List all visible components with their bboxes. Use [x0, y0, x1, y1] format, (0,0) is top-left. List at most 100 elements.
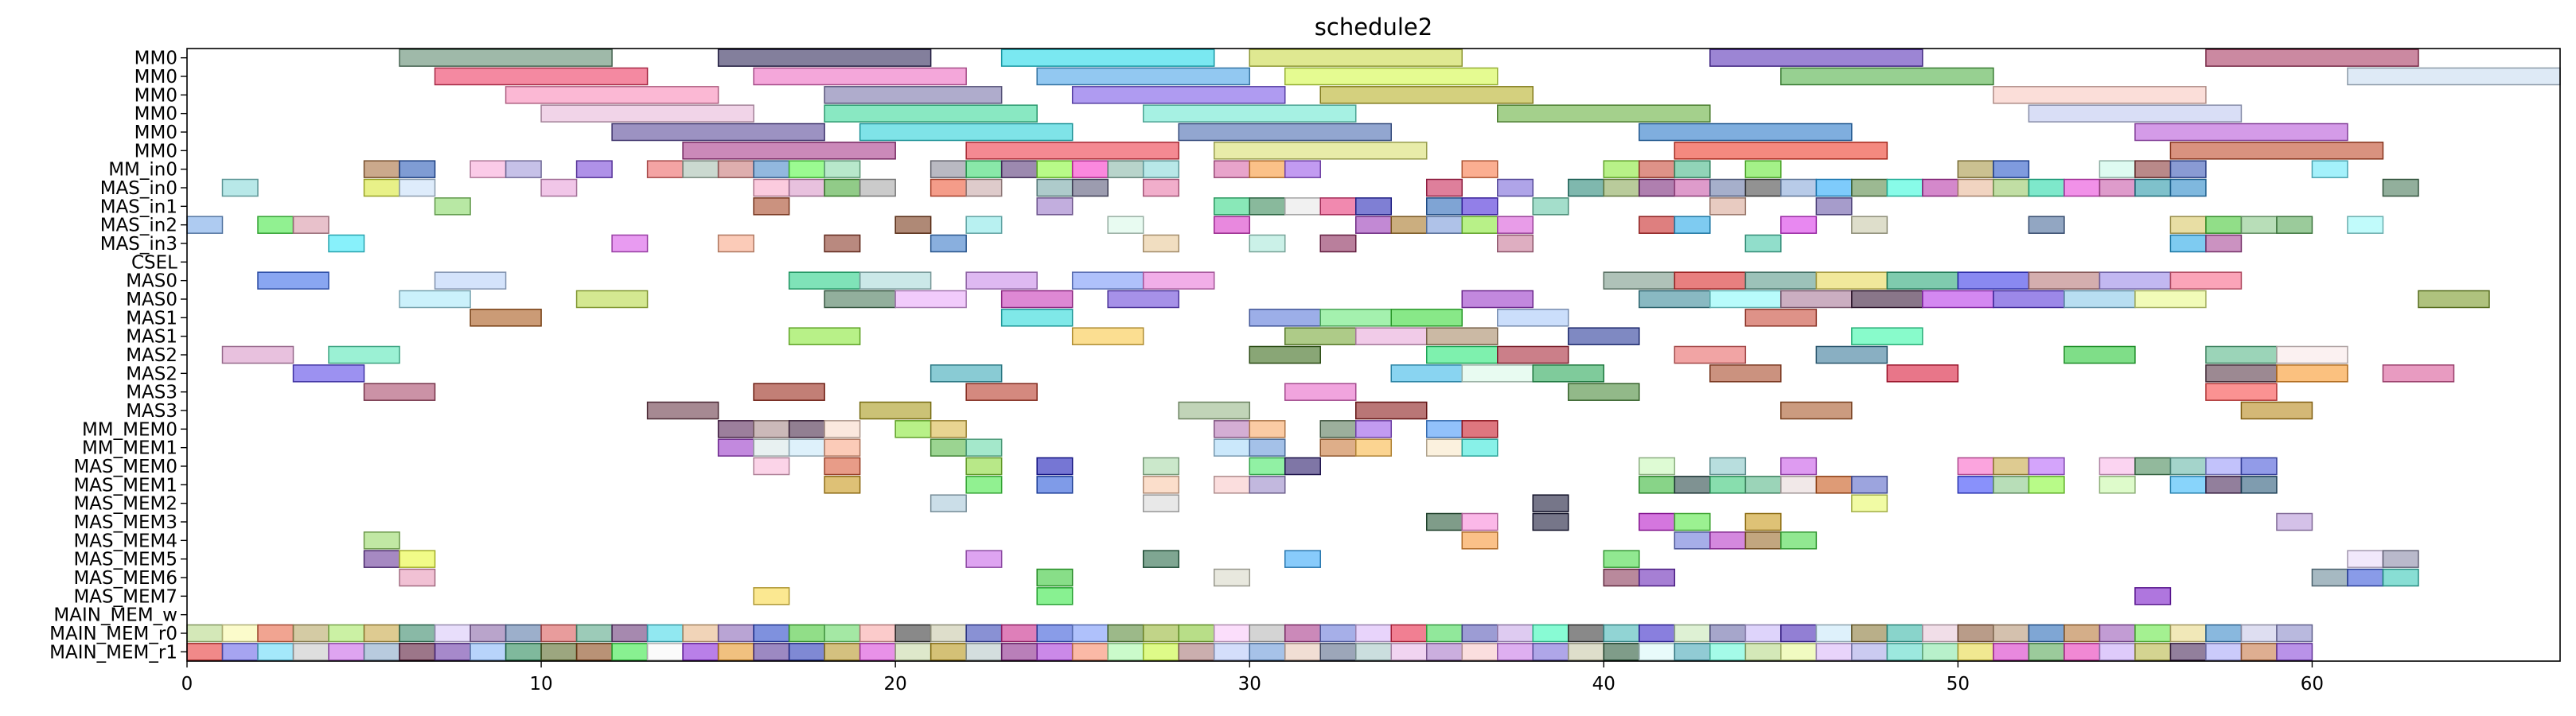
task-bar [2418, 290, 2490, 309]
task-bar [2205, 643, 2243, 661]
task-bar [1603, 550, 1640, 568]
task-bar [2169, 160, 2207, 178]
task-bar [1744, 178, 1782, 197]
task-bar [1426, 420, 1463, 438]
task-bar [1993, 457, 2030, 476]
task-bar [434, 67, 649, 86]
task-bar [2028, 476, 2065, 494]
task-bar [1461, 420, 1498, 438]
task-bar [2205, 383, 2278, 401]
task-bar [753, 178, 790, 197]
task-bar [2169, 271, 2243, 290]
task-bar [1780, 216, 1818, 234]
task-bar [2205, 345, 2278, 364]
task-bar [292, 624, 329, 643]
task-bar [1319, 234, 1357, 253]
task-bar [1851, 290, 1923, 309]
task-bar [540, 643, 578, 661]
task-bar [434, 624, 471, 643]
task-bar [292, 364, 365, 383]
task-bar [1993, 290, 2065, 309]
task-bar [753, 383, 825, 401]
task-bar [221, 624, 259, 643]
task-bar [2134, 160, 2172, 178]
task-bar [363, 643, 400, 661]
task-bar [2382, 364, 2455, 383]
task-bar [1674, 160, 1711, 178]
task-bar [1993, 643, 2030, 661]
task-bar [2311, 160, 2348, 178]
task-bar [1000, 309, 1074, 327]
task-bar [1568, 178, 1605, 197]
y-tick-label: MM_MEM1 [82, 438, 177, 459]
task-bar [1426, 512, 1463, 531]
task-bar [1568, 624, 1605, 643]
task-bar [929, 178, 967, 197]
task-bar [753, 160, 790, 178]
task-bar [965, 178, 1003, 197]
y-tick-label: MAS0 [126, 290, 177, 310]
task-bar [717, 49, 932, 67]
task-bar [646, 401, 719, 420]
task-bar [1142, 550, 1179, 568]
task-bar [1071, 624, 1109, 643]
task-bar [1532, 197, 1569, 216]
task-bar [1674, 142, 1888, 160]
task-bar [257, 624, 294, 643]
task-bar [1213, 438, 1250, 457]
task-bar [2169, 216, 2207, 234]
task-bar [965, 216, 1003, 234]
y-tick-label: CSEL [131, 252, 177, 273]
task-bar [1390, 643, 1428, 661]
task-bar [1249, 438, 1286, 457]
task-bar [399, 550, 436, 568]
task-bar [221, 345, 294, 364]
task-bar [1213, 568, 1250, 587]
task-bar [1036, 624, 1074, 643]
task-bar [540, 624, 578, 643]
task-bar [2240, 401, 2313, 420]
task-bar [1213, 643, 1250, 661]
task-bar [1957, 643, 1994, 661]
task-bar [611, 234, 649, 253]
task-bar [2099, 476, 2136, 494]
task-bar [1957, 476, 1994, 494]
task-bar [1532, 494, 1569, 512]
task-bar [2169, 234, 2207, 253]
task-bar [2240, 643, 2278, 661]
task-bar [540, 104, 754, 123]
task-bar [859, 624, 896, 643]
task-bar [682, 142, 896, 160]
task-bar [1815, 345, 1888, 364]
task-bar [1957, 271, 2030, 290]
task-bar [859, 178, 896, 197]
task-bar [788, 420, 825, 438]
task-bar [1249, 309, 1321, 327]
task-bar [2205, 624, 2243, 643]
y-tick-label: MAS1 [126, 327, 177, 348]
task-bar [399, 160, 436, 178]
task-bar [1461, 216, 1498, 234]
task-bar [1213, 420, 1250, 438]
task-bar [1744, 512, 1782, 531]
y-tick-label: MAS_MEM0 [73, 457, 177, 477]
x-tick-label: 60 [2301, 674, 2324, 695]
task-bar [965, 624, 1003, 643]
task-bars [186, 49, 2561, 661]
task-bar [186, 643, 224, 661]
task-bar [1639, 624, 1676, 643]
task-bar [2205, 457, 2243, 476]
task-bar [1249, 345, 1321, 364]
task-bar [1107, 624, 1144, 643]
task-bar [1497, 216, 1534, 234]
task-bar [1709, 197, 1747, 216]
task-bar [1568, 327, 1640, 345]
task-bar [1213, 476, 1250, 494]
task-bar [2028, 216, 2065, 234]
task-bar [859, 271, 932, 290]
task-bar [399, 643, 436, 661]
task-bar [1461, 512, 1498, 531]
task-bar [1957, 624, 1994, 643]
task-bar [1249, 197, 1286, 216]
task-bar [1071, 86, 1286, 104]
